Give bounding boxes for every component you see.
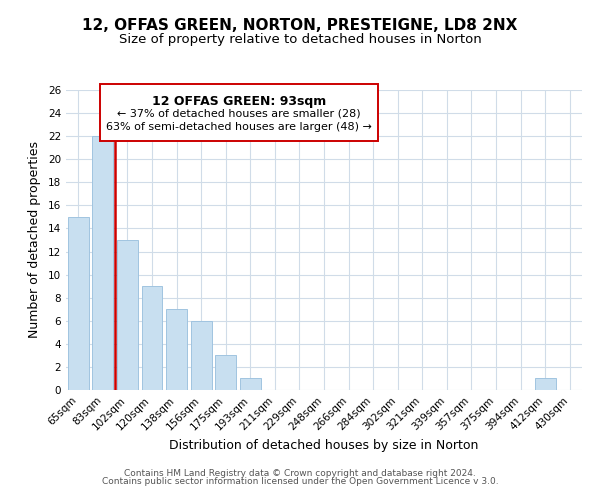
Text: 63% of semi-detached houses are larger (48) →: 63% of semi-detached houses are larger (… — [106, 122, 372, 132]
Text: 12, OFFAS GREEN, NORTON, PRESTEIGNE, LD8 2NX: 12, OFFAS GREEN, NORTON, PRESTEIGNE, LD8… — [82, 18, 518, 32]
Bar — [68, 217, 89, 390]
FancyBboxPatch shape — [100, 84, 378, 141]
X-axis label: Distribution of detached houses by size in Norton: Distribution of detached houses by size … — [169, 438, 479, 452]
Bar — [117, 240, 138, 390]
Y-axis label: Number of detached properties: Number of detached properties — [28, 142, 41, 338]
Bar — [535, 378, 556, 390]
Bar — [240, 378, 261, 390]
Bar — [191, 321, 212, 390]
Bar — [166, 309, 187, 390]
Text: Contains public sector information licensed under the Open Government Licence v : Contains public sector information licen… — [101, 477, 499, 486]
Text: Contains HM Land Registry data © Crown copyright and database right 2024.: Contains HM Land Registry data © Crown c… — [124, 468, 476, 477]
Text: 12 OFFAS GREEN: 93sqm: 12 OFFAS GREEN: 93sqm — [152, 94, 326, 108]
Text: ← 37% of detached houses are smaller (28): ← 37% of detached houses are smaller (28… — [117, 108, 361, 118]
Bar — [215, 356, 236, 390]
Text: Size of property relative to detached houses in Norton: Size of property relative to detached ho… — [119, 32, 481, 46]
Bar — [92, 136, 113, 390]
Bar — [142, 286, 163, 390]
